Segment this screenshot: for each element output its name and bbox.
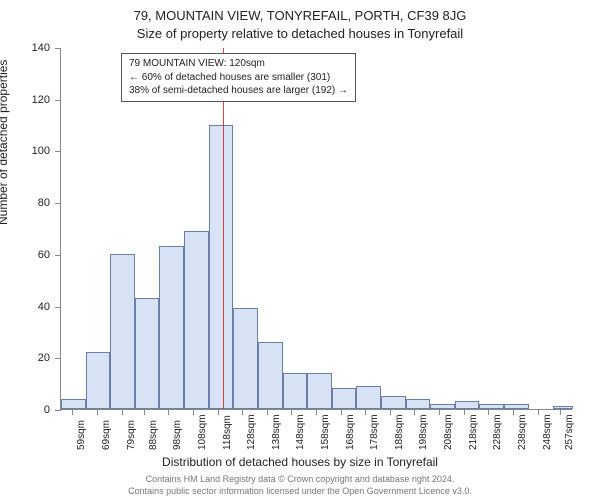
y-tick-label: 140 (0, 42, 50, 54)
y-tick-label: 0 (0, 404, 50, 416)
histogram-bar (61, 399, 86, 409)
histogram-bar (110, 254, 135, 409)
y-tick-label: 20 (0, 352, 50, 364)
x-tick (439, 410, 440, 415)
x-tick (341, 410, 342, 415)
histogram-bar (504, 404, 529, 409)
histogram-bar (430, 404, 455, 409)
x-tick-label: 128sqm (246, 436, 257, 450)
x-tick (72, 410, 73, 415)
x-tick-label: 257sqm (564, 436, 575, 450)
x-tick (97, 410, 98, 415)
histogram-bar (455, 401, 480, 409)
x-tick (560, 410, 561, 415)
histogram-bar (233, 308, 258, 409)
histogram-bar (159, 246, 184, 409)
footer-line-2: Contains public sector information licen… (0, 486, 600, 496)
footer-line-1: Contains HM Land Registry data © Crown c… (0, 474, 600, 484)
x-tick-label: 88sqm (148, 436, 159, 450)
histogram-chart: 79, MOUNTAIN VIEW, TONYREFAIL, PORTH, CF… (0, 0, 600, 500)
chart-title-line1: 79, MOUNTAIN VIEW, TONYREFAIL, PORTH, CF… (0, 8, 600, 23)
histogram-bar (135, 298, 160, 409)
histogram-bar (184, 231, 209, 409)
bars-group (61, 48, 572, 409)
x-axis-label: Distribution of detached houses by size … (0, 455, 600, 469)
x-tick (538, 410, 539, 415)
x-tick-label: 158sqm (320, 436, 331, 450)
histogram-bar (332, 388, 357, 409)
x-tick-label: 138sqm (271, 436, 282, 450)
x-tick (122, 410, 123, 415)
x-tick (316, 410, 317, 415)
x-tick-label: 208sqm (443, 436, 454, 450)
x-tick-label: 108sqm (197, 436, 208, 450)
info-box: 79 MOUNTAIN VIEW: 120sqm ← 60% of detach… (121, 53, 356, 102)
y-tick-label: 40 (0, 301, 50, 313)
x-tick-label: 188sqm (394, 436, 405, 450)
x-tick-label: 178sqm (369, 436, 380, 450)
info-line-2: ← 60% of detached houses are smaller (30… (129, 71, 348, 85)
x-tick-label: 69sqm (101, 436, 112, 450)
y-tick-label: 100 (0, 145, 50, 157)
x-tick (365, 410, 366, 415)
x-tick-label: 148sqm (295, 436, 306, 450)
histogram-bar (553, 406, 573, 409)
histogram-bar (209, 125, 234, 409)
x-tick (488, 410, 489, 415)
x-tick (144, 410, 145, 415)
y-tick-label: 80 (0, 197, 50, 209)
y-tick-label: 120 (0, 94, 50, 106)
chart-title-line2: Size of property relative to detached ho… (0, 26, 600, 41)
x-tick (218, 410, 219, 415)
x-tick (513, 410, 514, 415)
x-tick (414, 410, 415, 415)
y-tick-label: 60 (0, 249, 50, 261)
x-tick-label: 228sqm (492, 436, 503, 450)
x-tick-label: 238sqm (517, 436, 528, 450)
histogram-bar (258, 342, 283, 409)
histogram-bar (381, 396, 406, 409)
histogram-bar (283, 373, 308, 409)
x-tick-label: 218sqm (468, 436, 479, 450)
info-line-1: 79 MOUNTAIN VIEW: 120sqm (129, 57, 348, 71)
histogram-bar (86, 352, 111, 409)
x-tick (242, 410, 243, 415)
x-tick-label: 98sqm (172, 436, 183, 450)
histogram-bar (307, 373, 332, 409)
x-tick (193, 410, 194, 415)
x-tick-label: 79sqm (126, 436, 137, 450)
x-tick (390, 410, 391, 415)
x-tick-label: 118sqm (222, 436, 233, 450)
histogram-bar (406, 399, 431, 409)
histogram-bar (479, 404, 504, 409)
x-tick (168, 410, 169, 415)
info-line-3: 38% of semi-detached houses are larger (… (129, 84, 348, 98)
x-tick (267, 410, 268, 415)
x-tick (291, 410, 292, 415)
x-tick-label: 59sqm (76, 436, 87, 450)
x-tick (464, 410, 465, 415)
plot-area: 79 MOUNTAIN VIEW: 120sqm ← 60% of detach… (60, 48, 572, 410)
y-tick (55, 410, 61, 411)
reference-line (223, 48, 224, 409)
x-tick-label: 248sqm (542, 436, 553, 450)
histogram-bar (356, 386, 381, 409)
x-tick-label: 198sqm (418, 436, 429, 450)
x-tick-label: 168sqm (345, 436, 356, 450)
